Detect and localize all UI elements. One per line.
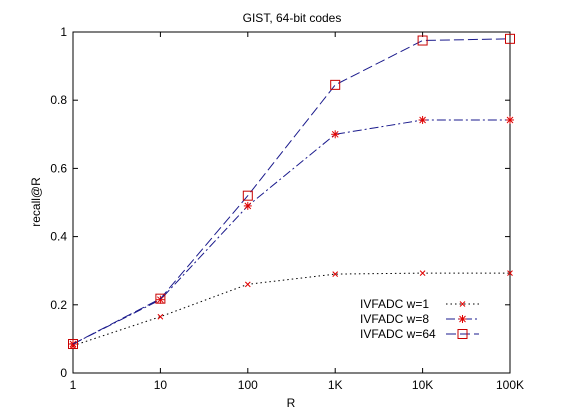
marker-stroke bbox=[419, 116, 426, 124]
data-point bbox=[242, 190, 253, 201]
marker-stroke bbox=[157, 313, 164, 320]
legend-label: IVFADC w=64 bbox=[360, 327, 436, 341]
data-point bbox=[418, 115, 427, 124]
y-tick-label: 0.6 bbox=[50, 161, 67, 175]
y-tick-label: 0.4 bbox=[50, 230, 67, 244]
legend-label: IVFADC w=8 bbox=[360, 312, 429, 326]
x-axis-label: R bbox=[287, 396, 296, 410]
marker-stroke bbox=[419, 270, 426, 276]
marker-stroke bbox=[332, 271, 339, 277]
x-axis: 1 10 100 1K 10K 100K bbox=[70, 32, 524, 392]
marker-shape bbox=[505, 33, 515, 44]
legend-marker bbox=[458, 315, 467, 323]
legend-item: IVFADC w=8 bbox=[360, 312, 479, 326]
marker-shape bbox=[330, 79, 341, 90]
series-line bbox=[72, 119, 510, 345]
marker-stroke bbox=[459, 315, 466, 323]
series-layer bbox=[68, 33, 515, 350]
y-tick-label: 0 bbox=[60, 366, 67, 380]
data-point bbox=[68, 339, 78, 350]
marker-shape bbox=[155, 293, 166, 304]
marker-shape bbox=[68, 339, 78, 350]
y-tick-label: 1 bbox=[60, 25, 67, 39]
series-3 bbox=[68, 33, 515, 350]
data-point bbox=[156, 295, 165, 304]
data-point bbox=[331, 130, 340, 139]
y-tick-label: 0.2 bbox=[50, 298, 67, 312]
data-point bbox=[507, 270, 513, 276]
data-point bbox=[69, 340, 77, 349]
data-point bbox=[157, 313, 164, 320]
data-point bbox=[506, 115, 514, 124]
x-tick-label: 10K bbox=[412, 378, 433, 392]
data-point bbox=[244, 281, 251, 288]
y-axis: 0 0.2 0.4 0.6 0.8 1 bbox=[50, 25, 510, 380]
data-point bbox=[332, 271, 339, 277]
x-tick-label: 100K bbox=[496, 378, 524, 392]
marker-stroke bbox=[244, 281, 251, 288]
legend-item: IVFADC w=64 bbox=[360, 327, 479, 341]
data-point bbox=[417, 35, 428, 46]
y-tick-label: 0.8 bbox=[50, 93, 67, 107]
data-point bbox=[419, 270, 426, 276]
x-tick-label: 100 bbox=[238, 378, 258, 392]
data-point bbox=[155, 293, 166, 304]
x-tick-label: 1K bbox=[328, 378, 343, 392]
chart-title: GIST, 64-bit codes bbox=[243, 11, 342, 25]
data-point bbox=[243, 201, 252, 210]
marker-stroke bbox=[157, 296, 164, 304]
series-2 bbox=[69, 115, 514, 349]
plot-area bbox=[72, 31, 511, 374]
marker-stroke bbox=[244, 202, 252, 210]
marker-shape bbox=[457, 329, 468, 339]
legend-marker bbox=[459, 301, 466, 307]
marker-shape bbox=[417, 35, 428, 46]
marker-stroke bbox=[506, 116, 514, 124]
x-tick-label: 10 bbox=[154, 378, 168, 392]
y-axis-label: recall@R bbox=[29, 177, 43, 227]
x-tick-label: 1 bbox=[70, 378, 77, 392]
legend-label: IVFADC w=1 bbox=[360, 297, 429, 311]
marker-stroke bbox=[69, 340, 77, 348]
legend-marker bbox=[457, 329, 468, 339]
marker-stroke bbox=[331, 130, 339, 138]
data-point bbox=[330, 79, 341, 90]
data-point bbox=[505, 33, 515, 44]
marker-stroke bbox=[459, 301, 466, 307]
marker-shape bbox=[242, 190, 253, 201]
series-line bbox=[72, 272, 510, 347]
marker-stroke bbox=[507, 270, 513, 276]
legend-item: IVFADC w=1 bbox=[360, 297, 479, 311]
